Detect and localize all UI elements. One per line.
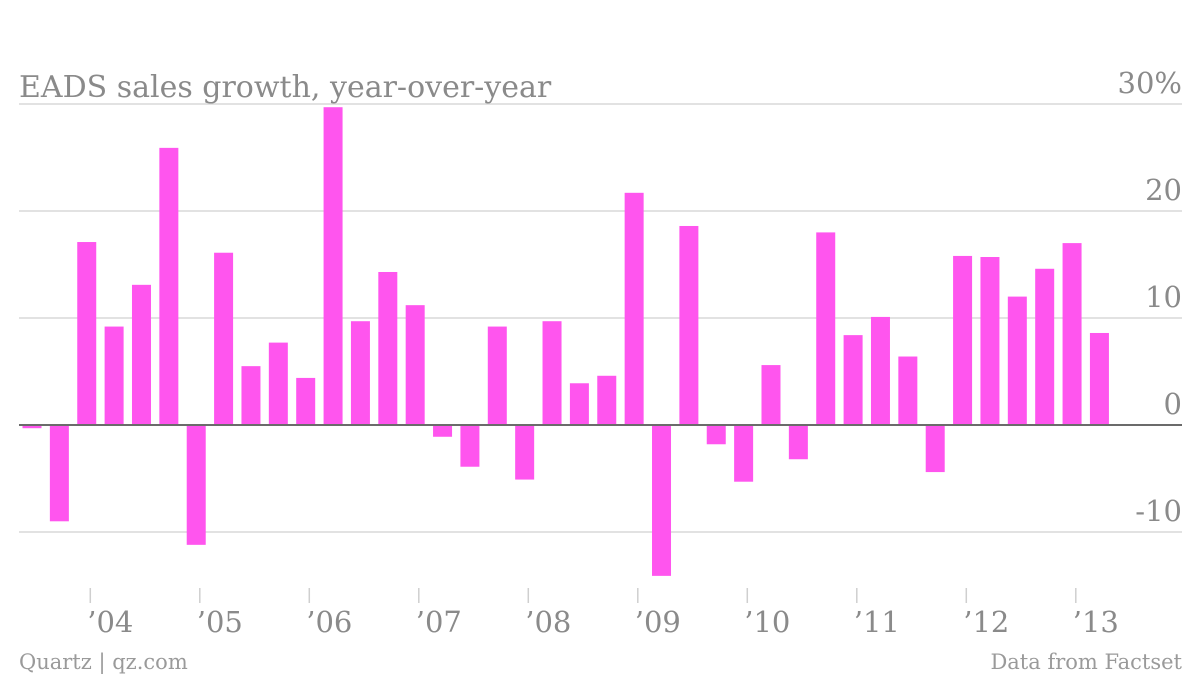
y-tick-label: 20 [1145,173,1182,207]
x-tick-label: ’10 [744,605,790,639]
bar: Q1 2013: 14.6 [1035,268,1055,425]
bar: Q2 2004: 17.1 [77,242,97,425]
bar: Q4 2006: 9.7 [350,321,370,425]
y-tick-label: 10 [1145,280,1182,314]
bar: Q3 2013: 8.6 [1089,332,1109,425]
x-tick-label: ’11 [854,605,900,639]
x-axis-labels: ’04 ’05 ’06 ’07 ’08 ’09 ’10 ’11 ’12 ’13 [87,588,1119,639]
bar: Q2 2008: -5.1 [515,425,535,480]
bar: Q1 2004: -9 [49,425,69,522]
bar: Q1 2006: 7.7 [268,342,288,425]
x-tick-label: ’07 [416,605,462,639]
bar: Q2 2013: 17 [1062,243,1082,425]
bar: Q1 2005: 25.9 [159,147,179,425]
bar: Q1 2011: 18 [816,232,836,425]
bar: Q3 2004: 9.2 [104,326,124,425]
footer-data-source: Data from Factset [990,650,1182,674]
bar: Q1 2008: 9.2 [487,326,507,425]
bar: Q4 2012: 12 [1007,296,1027,425]
bar: Q4 2011: 6.4 [898,356,918,425]
bar: Q4 2009: 18.6 [679,225,699,425]
bar: Q3 2006: 29.7 [323,107,343,426]
bar: Q3 2005: 16.1 [214,252,234,425]
y-axis-labels: 30% 20 10 0 -10 [1118,66,1182,528]
x-tick-label: ’05 [197,605,243,639]
bar: Q3 2008: 9.7 [542,321,562,425]
x-tick-label: ’12 [963,605,1009,639]
bar: Q1 2012: -4.4 [925,425,945,473]
bar: Q4 2007: -3.9 [460,425,480,467]
x-tick-label: ’06 [306,605,352,639]
bar: Q3 2011: 10.1 [870,316,890,425]
x-tick-label: ’13 [1073,605,1119,639]
bar: Q2 2012: 15.8 [953,255,973,425]
x-tick-label: ’09 [635,605,681,639]
y-tick-label: 0 [1164,387,1182,421]
bar: Q4 2004: 13.1 [131,284,151,425]
x-tick-label: ’04 [87,605,133,639]
footer-source-credit: Quartz | qz.com [19,650,188,675]
bar: Q3 2012: 15.7 [980,257,1000,425]
bar: Q2 2005: -11.2 [186,425,206,545]
bar: Q1 2007: 14.3 [378,271,398,425]
x-tick-label: ’08 [525,605,571,639]
bar: Q2 2006: 4.4 [296,377,316,425]
bar: Q1 2009: 4.6 [597,375,617,425]
bars: Q4 2003: -0.3 Q1 2004: -9 Q2 2004: 17.1 Q3 … [22,107,1109,576]
bar: Q2 2009: 21.7 [624,192,644,425]
chart-title: EADS sales growth, year-over-year [19,70,552,105]
bar: Q4 2005: 5.5 [241,366,261,425]
bar: Q3 2007: -1.1 [433,425,453,437]
bar: Q2 2011: 8.4 [843,335,863,425]
y-tick-label: 30% [1118,66,1182,100]
gridlines [19,103,1182,533]
bar: Q4 2003: -0.3 [22,425,42,429]
bar: Q4 2008: 3.9 [569,383,589,425]
bar: Q2 2007: 11.2 [405,305,425,425]
bar: Q3 2009: -14.1 [652,425,672,576]
y-tick-label: -10 [1135,494,1182,528]
